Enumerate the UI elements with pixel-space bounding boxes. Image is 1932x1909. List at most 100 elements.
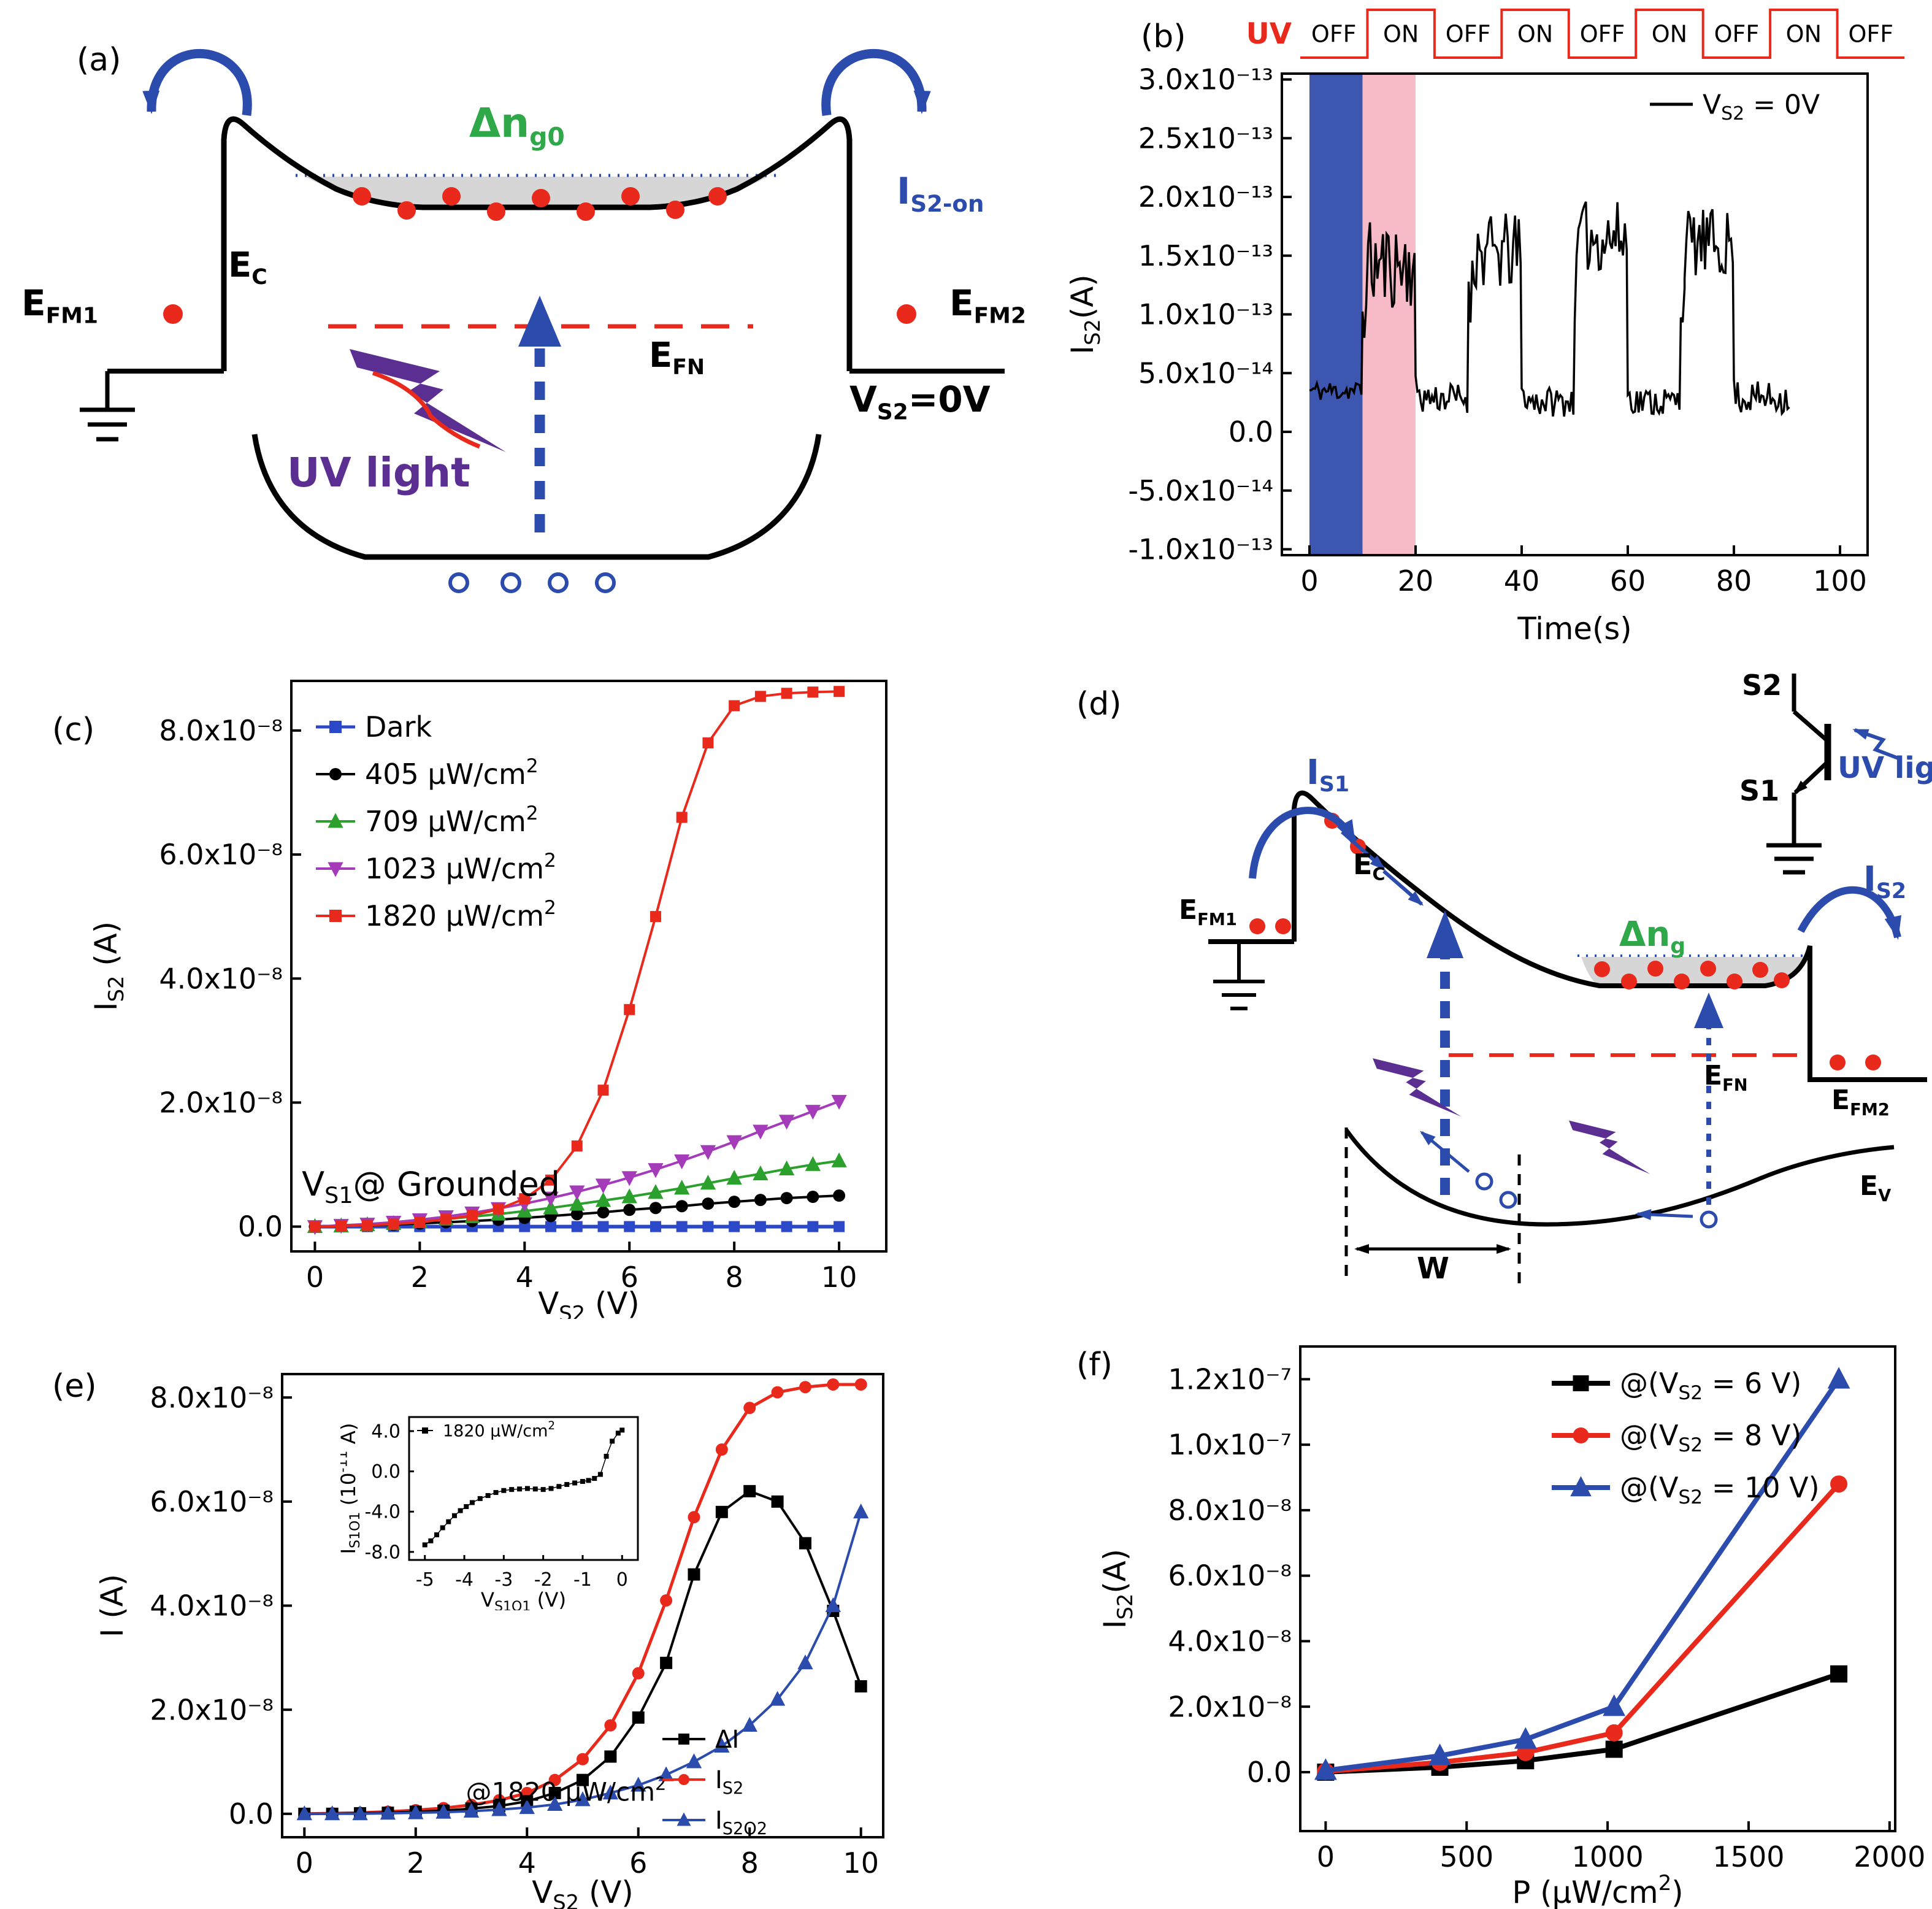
svg-text:1000: 1000 <box>1572 1840 1644 1873</box>
svg-text:8: 8 <box>726 1261 743 1294</box>
svg-text:8: 8 <box>741 1846 759 1880</box>
svg-text:1023 μW/cm2: 1023 μW/cm2 <box>365 850 556 885</box>
svg-text:0: 0 <box>296 1846 313 1880</box>
svg-text:8.0x10⁻⁸: 8.0x10⁻⁸ <box>150 1381 274 1414</box>
panel-c: (c) 0 2 4 6 8 10 0.0 2.0x10⁻⁸ 4.0x10⁻⁸ 6.0x10⁻⁸ 8.… <box>37 663 1030 1319</box>
svg-text:2.0x10⁻⁸: 2.0x10⁻⁸ <box>150 1693 274 1726</box>
svg-text:1820 μW/cm2: 1820 μW/cm2 <box>443 1419 555 1440</box>
svg-text:6.0x10⁻⁸: 6.0x10⁻⁸ <box>159 838 283 871</box>
svg-text:P (μW/cm2): P (μW/cm2) <box>1512 1871 1683 1909</box>
electrons-in-well <box>353 187 727 221</box>
svg-text:0.0: 0.0 <box>371 1461 401 1483</box>
svg-text:OFF: OFF <box>1714 20 1760 47</box>
uv-arrow-big-head <box>1427 910 1463 958</box>
depletion-width-marker <box>1344 1127 1521 1283</box>
svg-text:OFF: OFF <box>1580 20 1625 47</box>
label-delta-ng: Δng <box>1619 915 1686 959</box>
label-delta-ng0: Δng0 <box>469 99 565 152</box>
electron-right <box>897 304 916 324</box>
svg-text:1.0x10⁻⁷: 1.0x10⁻⁷ <box>1168 1428 1292 1461</box>
svg-text:VS1O1 (V): VS1O1 (V) <box>481 1588 566 1610</box>
svg-text:ON: ON <box>1383 20 1419 47</box>
lightning-bolt-icon <box>350 349 506 452</box>
svg-text:1820 μW/cm2: 1820 μW/cm2 <box>365 897 556 932</box>
svg-text:VS2 = 0V: VS2 = 0V <box>1703 89 1820 125</box>
label-ev: EV <box>1860 1170 1892 1205</box>
label-efm2: EFM2 <box>949 282 1026 329</box>
svg-text:VS2 (V): VS2 (V) <box>532 1875 634 1909</box>
svg-text:UV: UV <box>1246 17 1292 51</box>
is2-curved-arrow <box>1797 886 1902 940</box>
svg-text:0: 0 <box>616 1569 628 1591</box>
svg-text:IS1O1 (10-11 A): IS1O1 (10-11 A) <box>340 1423 363 1554</box>
uv-pointer-arrow <box>1852 728 1903 761</box>
panel-a: (a) <box>18 12 1061 644</box>
svg-text:0.0: 0.0 <box>1247 1756 1292 1789</box>
label-efm1-d: EFM1 <box>1179 894 1237 929</box>
svg-text:IS2O2: IS2O2 <box>715 1807 767 1838</box>
svg-text:-2: -2 <box>534 1569 553 1591</box>
svg-text:ON: ON <box>1786 20 1822 47</box>
svg-text:-5.0x10⁻¹⁴: -5.0x10⁻¹⁴ <box>1128 474 1273 507</box>
uv-arrow-small-head <box>1694 993 1723 1028</box>
svg-text:6: 6 <box>621 1261 638 1294</box>
svg-text:-3: -3 <box>494 1569 513 1591</box>
label-ec: EC <box>228 245 267 290</box>
panel-c-letter: (c) <box>52 712 95 748</box>
svg-text:ON: ON <box>1517 20 1553 47</box>
transistor-symbol <box>1766 674 1831 875</box>
svg-text:IS2(A): IS2(A) <box>1067 274 1105 354</box>
well-fill-d <box>1581 957 1807 986</box>
ev-arrow-2 <box>1635 1208 1693 1220</box>
svg-text:500: 500 <box>1439 1840 1493 1873</box>
svg-text:6.0x10⁻⁸: 6.0x10⁻⁸ <box>150 1485 274 1518</box>
panel-e-letter: (e) <box>52 1368 97 1405</box>
svg-text:20: 20 <box>1398 564 1434 597</box>
chart-is2-vs-vs2-power: 0 2 4 6 8 10 0.0 2.0x10⁻⁸ 4.0x10⁻⁸ 6.0x10⁻⁸ 8.0x10… <box>88 680 887 1319</box>
chart-inset-is1o1: -5 -4 -3 -2 -1 0 4.0 0.0 -4.0 -8.0 VS1O1 (V) IS1O1 … <box>340 1392 650 1610</box>
ground-symbol-d <box>1213 942 1265 1010</box>
band-diagram-d <box>1208 674 1927 1283</box>
svg-text:Time(s): Time(s) <box>1517 611 1631 647</box>
svg-text:-5: -5 <box>416 1569 434 1591</box>
svg-text:2.0x10⁻⁸: 2.0x10⁻⁸ <box>1168 1690 1292 1723</box>
svg-text:VS2 (V): VS2 (V) <box>538 1286 640 1319</box>
label-uv-light-d: UV light <box>1838 751 1932 785</box>
svg-text:0.0: 0.0 <box>1229 415 1273 448</box>
svg-text:709 μW/cm2: 709 μW/cm2 <box>365 802 539 838</box>
svg-text:2.0x10⁻¹³: 2.0x10⁻¹³ <box>1138 180 1273 213</box>
svg-text:0: 0 <box>306 1261 324 1294</box>
svg-text:4.0: 4.0 <box>371 1421 401 1442</box>
panel-d-letter: (d) <box>1076 686 1122 723</box>
label-is2: IS2 <box>1863 859 1907 904</box>
electrons-right-d <box>1830 1054 1881 1070</box>
svg-text:60: 60 <box>1610 564 1646 597</box>
valence-band-curve <box>251 434 822 560</box>
svg-text:ON: ON <box>1652 20 1687 47</box>
svg-text:-4: -4 <box>455 1569 473 1591</box>
svg-text:0.0: 0.0 <box>229 1797 274 1830</box>
svg-text:6: 6 <box>629 1846 647 1880</box>
svg-text:IS2(A): IS2(A) <box>1097 1549 1137 1629</box>
svg-text:-4.0: -4.0 <box>364 1502 401 1523</box>
chart-i-vs-vs2: 0 2 4 6 8 10 0.0 2.0x10⁻⁸ 4.0x10⁻⁸ 6.0x10⁻⁸ 8.0x10… <box>94 1373 884 1909</box>
panel-a-letter: (a) <box>77 42 121 79</box>
label-s1: S1 <box>1739 774 1780 807</box>
svg-text:OFF: OFF <box>1848 20 1893 47</box>
svg-text:1.5x10⁻¹³: 1.5x10⁻¹³ <box>1138 239 1273 272</box>
tunnel-arrow-right <box>821 48 931 117</box>
svg-text:Dark: Dark <box>365 710 432 743</box>
lightning-bolt-icon-2 <box>1569 1120 1650 1175</box>
electrons-left-d <box>1249 918 1291 934</box>
tunnel-arrow-left <box>142 48 252 117</box>
svg-text:1.2x10⁻⁷: 1.2x10⁻⁷ <box>1168 1362 1292 1396</box>
svg-text:OFF: OFF <box>1311 20 1357 47</box>
label-efn: EFN <box>649 336 705 380</box>
uv-arrow-head <box>518 296 561 347</box>
conduction-band-curve <box>221 116 853 371</box>
svg-text:-8.0: -8.0 <box>364 1542 401 1563</box>
svg-text:VS1@ Grounded: VS1@ Grounded <box>302 1165 560 1208</box>
svg-text:@1820 μW/cm2: @1820 μW/cm2 <box>466 1773 666 1807</box>
chart-is2-vs-time: 0 20 40 60 80 100 3.0x10⁻¹³ 2.5x10⁻¹³ 2.0x10⁻¹³ 1… <box>1067 9 1904 647</box>
svg-text:4: 4 <box>518 1846 536 1880</box>
